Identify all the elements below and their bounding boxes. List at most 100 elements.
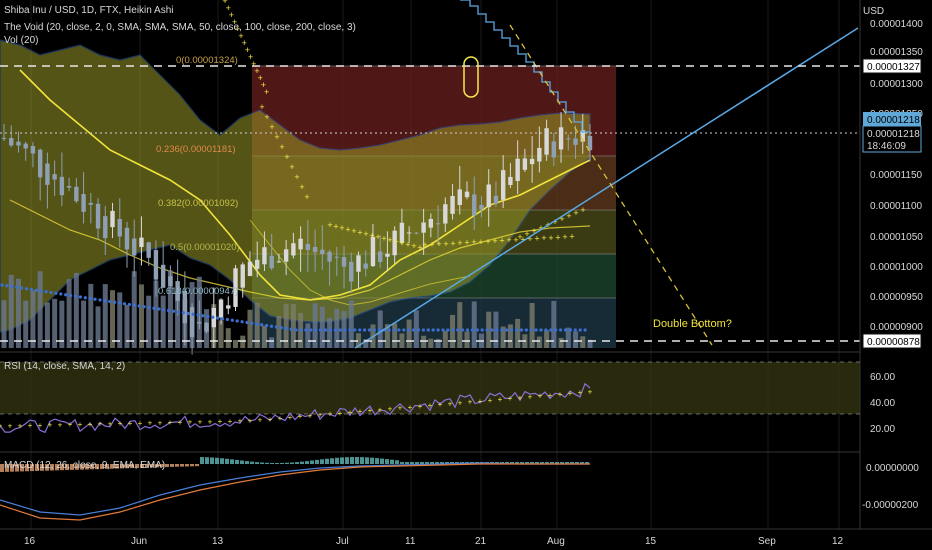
sar-dot: + [393, 237, 398, 247]
descending-staircase-line[interactable] [460, 0, 590, 133]
rsi-sma-dot: + [208, 417, 213, 426]
spike-highlight-ellipse[interactable] [463, 56, 479, 98]
volume-ma-dot [387, 328, 391, 332]
time-tick: 13 [212, 536, 224, 547]
macd-hist-bar [30, 464, 34, 472]
macd-hist-bar [570, 462, 574, 464]
price-tick: 0.00001050 [870, 232, 923, 243]
sar-dot: + [534, 234, 539, 244]
volume-bar [515, 318, 521, 348]
macd-hist-bar [130, 464, 134, 469]
candle-body [110, 210, 115, 228]
macd-hist-bar [85, 464, 89, 470]
rsi-sma-dot: + [198, 418, 203, 427]
sar-dot: + [478, 237, 483, 247]
volume-bar [37, 271, 43, 348]
candle-body [356, 255, 361, 272]
double-bottom-annotation[interactable]: Double Bottom? [653, 318, 732, 330]
sma-100-line [19, 69, 591, 301]
time-tick: 11 [405, 536, 416, 547]
price-axis[interactable]: USD 0.00001400 0.00001350 0.00001300 0.0… [862, 6, 923, 511]
candle-body [298, 238, 303, 250]
price-tick: 0.00001350 [870, 47, 923, 58]
volume-ma-dot [480, 328, 484, 332]
volume-ma-dot [490, 328, 494, 332]
macd-hist-bar [510, 462, 514, 464]
volume-ma-dot [299, 328, 303, 332]
volume-bar [334, 308, 340, 348]
sar-dot: + [226, 3, 231, 13]
sar-dot: + [405, 240, 410, 250]
macd-hist-bar [185, 464, 189, 467]
candle-body [551, 141, 557, 158]
candle-body [334, 256, 339, 258]
volume-bar [486, 311, 492, 348]
sar-dot: + [552, 217, 557, 227]
rsi-sma-dot: + [8, 421, 13, 430]
volume-bar [587, 339, 593, 348]
macd-hist-bar [435, 462, 439, 464]
candle-body [204, 322, 209, 332]
volume-ma-dot [39, 289, 43, 293]
ascending-trendline[interactable] [354, 27, 859, 349]
volume-bar [131, 271, 137, 348]
volume-ma-dot [524, 328, 528, 332]
volume-ma-dot [103, 299, 107, 303]
volume-ma-dot [83, 296, 87, 300]
macd-hist-bar [580, 462, 584, 464]
volume-ma-dot [456, 328, 460, 332]
macd-hist-bar [270, 462, 274, 464]
rsi-sma-dot: + [548, 391, 553, 400]
candle-body [269, 255, 274, 269]
volume-ma-dot [323, 328, 327, 332]
macd-hist-bar [60, 464, 64, 471]
volume-bar [471, 301, 477, 348]
volume-ma-dot [127, 302, 131, 307]
macd-hist-bar [315, 459, 319, 464]
sar-dot: + [345, 225, 350, 235]
volume-ma-dot [397, 328, 401, 332]
macd-hist-bar [550, 462, 554, 464]
macd-hist-bar [120, 464, 124, 469]
volume-bar [406, 319, 412, 348]
macd-hist-bar [80, 464, 84, 470]
time-tick: 21 [475, 536, 487, 547]
rsi-sma-dot: + [518, 393, 523, 402]
volume-bar [175, 291, 181, 348]
macd-hist-bar [375, 458, 379, 464]
macd-hist-bar [370, 457, 374, 464]
volume-bar [565, 327, 571, 348]
rsi-sma-dot: + [258, 416, 263, 425]
volume-bar [23, 300, 29, 348]
macd-pane[interactable]: MACD (12, 26, close, 9, EMA, EMA) [0, 457, 590, 521]
candle-body [276, 261, 282, 263]
volume-ma-dot [363, 328, 367, 332]
price-tick: 0.00001000 [870, 262, 923, 273]
macd-hist-bar [125, 464, 129, 469]
macd-hist-bar [225, 458, 229, 464]
price-tick: 0.00000950 [870, 292, 923, 303]
rsi-sma-dot: + [68, 420, 73, 429]
sar-dot: + [279, 142, 284, 152]
sar-dot: + [264, 87, 269, 97]
macd-hist-bar [390, 459, 394, 464]
macd-hist-bar [340, 457, 344, 464]
rsi-sma-dot: + [0, 422, 3, 431]
candle-body [312, 246, 318, 253]
dashed-projection-line[interactable] [509, 24, 713, 346]
volume-bar [312, 303, 318, 348]
volume-ma-dot [353, 328, 357, 332]
rsi-tick: 60.00 [870, 372, 895, 383]
sar-dot: + [251, 59, 256, 69]
macd-hist-bar [280, 462, 284, 464]
sar-dot: + [527, 234, 532, 244]
candle-body [406, 232, 412, 234]
sar-dot: + [457, 238, 462, 248]
candle-body [392, 230, 397, 256]
rsi-pane[interactable]: + + + + + + + + + + + + + + + + + + + + + + + + + + + + + + + + + + + + + + + +… [0, 361, 860, 434]
time-axis[interactable]: 16 Jun 13 Jul 11 21 Aug 15 Sep 12 [24, 536, 844, 547]
price-tick: 0.00001400 [870, 19, 923, 30]
sar-dot: + [357, 228, 362, 238]
volume-ma-dot [544, 328, 548, 332]
